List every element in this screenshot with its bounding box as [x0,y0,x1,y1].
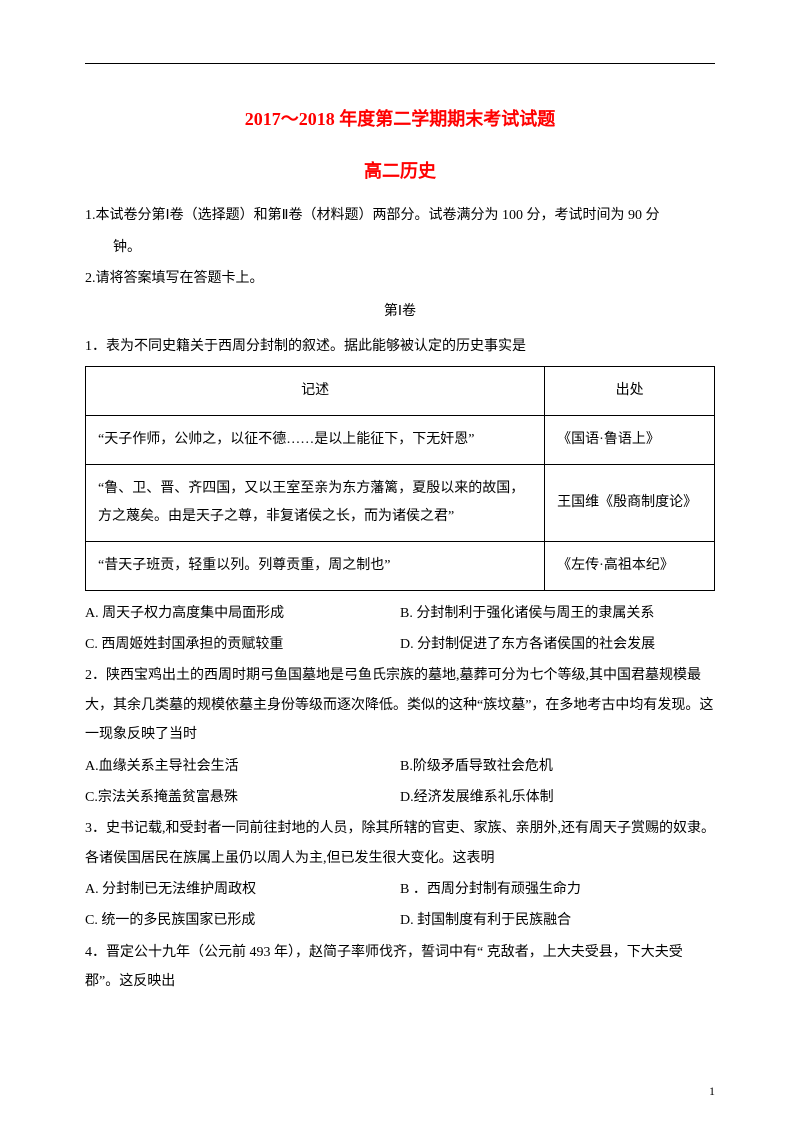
q2-opt-d: D.经济发展维系礼乐体制 [400,783,715,812]
q2-opt-b: B.阶级矛盾导致社会危机 [400,752,715,781]
page-number: 1 [709,1078,715,1104]
q1-opt-c: C. 西周姬姓封国承担的贡赋较重 [85,630,400,659]
q4-stem: 4．晋定公十九年（公元前 493 年），赵简子率师伐齐，誓词中有“ 克敌者，上大… [85,938,715,997]
cell-src: 王国维《殷商制度论》 [545,464,715,541]
top-rule [85,63,715,64]
q3-stem: 3．史书记载,和受封者一同前往封地的人员，除其所辖的官吏、家族、亲朋外,还有周天… [85,814,715,873]
q1-table: 记述 出处 “天子作师，公帅之，以征不德……是以上能征下，下无奸恩” 《国语·鲁… [85,366,715,591]
q2-opt-a: A.血缘关系主导社会生活 [85,752,400,781]
table-row: “昔天子班贡，轻重以列。列尊贡重，周之制也” 《左传·高祖本纪》 [86,541,715,590]
section-label: 第Ⅰ卷 [85,297,715,328]
instruction-1: 1.本试卷分第Ⅰ卷（选择题）和第Ⅱ卷（材料题）两部分。试卷满分为 100 分，考… [85,201,715,230]
header-desc: 记述 [86,366,545,415]
instruction-1b: 钟。 [85,233,715,262]
cell-src: 《国语·鲁语上》 [545,415,715,464]
exam-title: 2017～2018 年度第二学期期末考试试题 [85,100,715,140]
header-src: 出处 [545,366,715,415]
q2-opt-c: C.宗法关系掩盖贫富悬殊 [85,783,400,812]
cell-desc: “昔天子班贡，轻重以列。列尊贡重，周之制也” [86,541,545,590]
q3-options: A. 分封制已无法维护周政权 B ．西周分封制有顽强生命力 C. 统一的多民族国… [85,875,715,936]
q3-opt-d: D. 封国制度有利于民族融合 [400,906,715,935]
table-row: “鲁、卫、晋、齐四国，又以王室至亲为东方藩篱，夏殷以来的故国，方之蔑矣。由是天子… [86,464,715,541]
q3-opt-a: A. 分封制已无法维护周政权 [85,875,400,904]
exam-subtitle: 高二历史 [85,152,715,192]
table-row: “天子作师，公帅之，以征不德……是以上能征下，下无奸恩” 《国语·鲁语上》 [86,415,715,464]
cell-desc: “天子作师，公帅之，以征不德……是以上能征下，下无奸恩” [86,415,545,464]
q1-opt-d: D. 分封制促进了东方各诸侯国的社会发展 [400,630,715,659]
q3-opt-b: B ．西周分封制有顽强生命力 [400,875,715,904]
instruction-2: 2.请将答案填写在答题卡上。 [85,264,715,293]
cell-desc: “鲁、卫、晋、齐四国，又以王室至亲为东方藩篱，夏殷以来的故国，方之蔑矣。由是天子… [86,464,545,541]
q3-opt-c: C. 统一的多民族国家已形成 [85,906,400,935]
q1-opt-a: A. 周天子权力高度集中局面形成 [85,599,400,628]
q2-stem: 2．陕西宝鸡出土的西周时期弓鱼国墓地是弓鱼氏宗族的墓地,墓葬可分为七个等级,其中… [85,661,715,749]
q1-options: A. 周天子权力高度集中局面形成 B. 分封制利于强化诸侯与周王的隶属关系 C.… [85,599,715,660]
cell-src: 《左传·高祖本纪》 [545,541,715,590]
q1-stem: 1．表为不同史籍关于西周分封制的叙述。据此能够被认定的历史事实是 [85,332,715,361]
q1-opt-b: B. 分封制利于强化诸侯与周王的隶属关系 [400,599,715,628]
q2-options: A.血缘关系主导社会生活 B.阶级矛盾导致社会危机 C.宗法关系掩盖贫富悬殊 D… [85,752,715,813]
table-header-row: 记述 出处 [86,366,715,415]
